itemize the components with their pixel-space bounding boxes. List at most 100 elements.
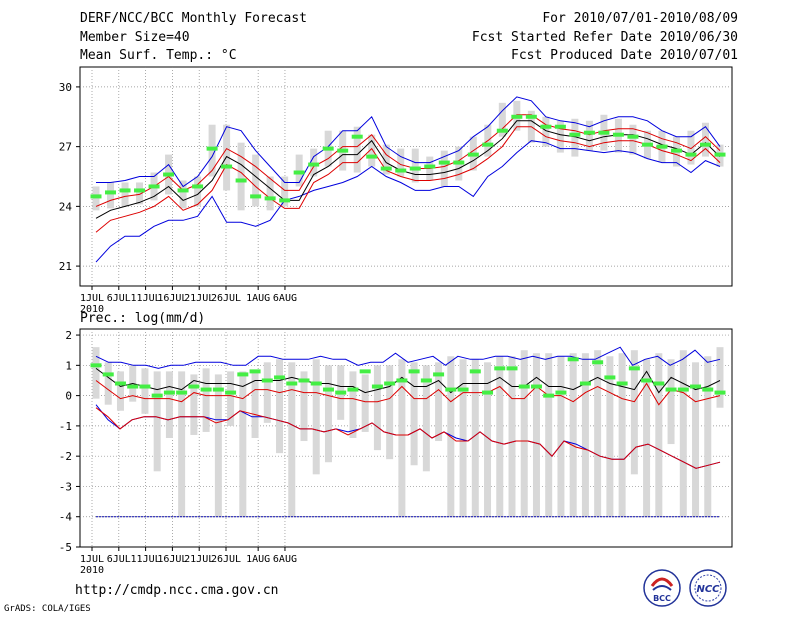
y-tick-label: -4	[59, 511, 73, 524]
ensemble-bar	[227, 371, 235, 426]
ensemble-bar	[353, 126, 361, 173]
forecast-marker	[139, 384, 151, 389]
ensemble-bar	[459, 359, 467, 517]
forecast-marker	[438, 160, 450, 165]
forecast-marker	[221, 164, 233, 169]
series-line-max	[95, 140, 721, 263]
forecast-marker	[279, 198, 291, 203]
forecast-marker	[482, 142, 494, 147]
x-tick-label: 1AUG	[246, 554, 270, 565]
y-tick-label: -1	[59, 420, 72, 433]
x-tick-label: 6AUG	[273, 554, 297, 565]
ensemble-bar	[349, 371, 357, 438]
ensemble-bar	[542, 116, 550, 147]
x-year-label: 2010	[80, 304, 104, 315]
forecast-marker	[445, 387, 457, 392]
forecast-marker	[641, 378, 653, 383]
x-tick-label: 16JUL	[157, 554, 187, 565]
forecast-marker	[225, 390, 237, 395]
forecast-marker	[206, 146, 218, 151]
ensemble-bar	[382, 144, 390, 175]
forecast-marker	[408, 369, 420, 374]
ensemble-bar	[410, 362, 418, 466]
series-line-mean	[95, 367, 721, 394]
y-tick-label: 27	[59, 141, 72, 154]
ensemble-bar	[223, 124, 231, 191]
forecast-marker	[592, 360, 604, 365]
grads-credit: GrADS: COLA/IGES	[4, 604, 91, 614]
ensemble-bar	[312, 359, 320, 475]
forecast-marker	[482, 390, 494, 395]
forecast-marker	[102, 372, 114, 377]
ensemble-bar	[692, 362, 700, 517]
forecast-marker	[530, 384, 542, 389]
x-tick-label: 11JUL	[131, 293, 161, 304]
forecast-marker	[525, 114, 537, 119]
forecast-marker	[420, 378, 432, 383]
forecast-marker	[274, 375, 286, 380]
ensemble-bar	[368, 134, 376, 167]
member-size: Member Size=40	[80, 30, 190, 45]
ensemble-bar	[701, 122, 709, 157]
forecast-marker	[384, 381, 396, 386]
forecast-marker	[151, 393, 163, 398]
x-tick-label: 26JUL	[211, 293, 241, 304]
forecast-marker	[200, 387, 212, 392]
forecast-marker	[192, 184, 204, 189]
forecast-marker	[702, 387, 714, 392]
x-tick-label: 1JUL	[80, 554, 104, 565]
y-tick-label: 21	[59, 260, 72, 273]
forecast-marker	[627, 134, 639, 139]
forecast-marker	[250, 194, 262, 199]
forecast-marker	[298, 378, 310, 383]
bcc-logo-wave	[652, 585, 672, 591]
forecast-marker	[337, 148, 349, 153]
forecast-marker	[616, 381, 628, 386]
forecast-marker	[322, 146, 334, 151]
ensemble-bar	[435, 362, 443, 442]
y-tick-label: 30	[59, 81, 72, 94]
ensemble-bar	[386, 365, 394, 460]
forecast-marker	[114, 381, 126, 386]
ensemble-bar	[136, 182, 144, 205]
forecast-marker	[670, 148, 682, 153]
y-tick-label: -2	[59, 450, 72, 463]
forecast-marker	[690, 384, 702, 389]
series-line-min	[96, 96, 721, 188]
ensemble-bar	[281, 176, 289, 207]
ensemble-bar	[194, 176, 202, 207]
bcc-logo-swirl	[650, 577, 674, 587]
footer-url[interactable]: http://cmdp.ncc.cma.gov.cn	[75, 583, 279, 598]
ensemble-bar	[300, 371, 308, 442]
forecast-marker	[656, 144, 668, 149]
forecast-marker	[543, 393, 555, 398]
x-tick-label: 21JUL	[184, 554, 214, 565]
series-line-meansd	[95, 407, 721, 469]
ensemble-bar	[324, 365, 332, 463]
ensemble-bar	[643, 359, 651, 517]
forecast-marker	[714, 152, 726, 157]
forecast-marker	[511, 114, 523, 119]
bcc-logo: BCC	[643, 569, 681, 607]
ensemble-bar	[581, 353, 589, 517]
ensemble-bar	[214, 374, 222, 517]
forecast-marker	[518, 384, 530, 389]
series-line-meansd	[95, 114, 721, 207]
ensemble-bar	[679, 350, 687, 517]
ensemble-bar	[557, 356, 565, 517]
ensemble-bar	[630, 350, 638, 475]
forecast-marker	[366, 154, 378, 159]
ensemble-bar	[606, 356, 614, 517]
ensemble-bar	[141, 368, 149, 414]
ensemble-bar	[532, 353, 540, 517]
forecast-marker	[554, 124, 566, 129]
y-tick-label: 2	[65, 329, 72, 342]
forecast-marker	[579, 381, 591, 386]
forecast-marker	[677, 387, 689, 392]
forecast-marker	[699, 142, 711, 147]
started-date: Fcst Started Refer Date 2010/06/30	[471, 30, 738, 45]
forecast-marker	[163, 390, 175, 395]
ncc-logo: NCC	[689, 569, 727, 607]
y-tick-label: 24	[59, 200, 73, 213]
